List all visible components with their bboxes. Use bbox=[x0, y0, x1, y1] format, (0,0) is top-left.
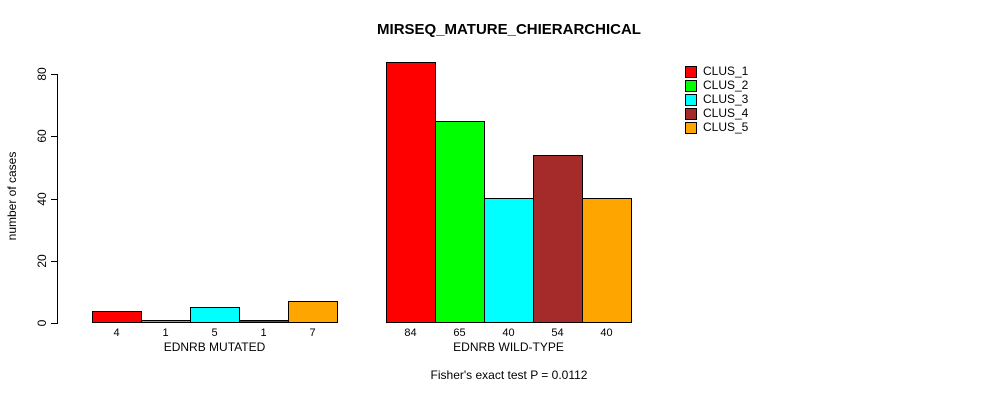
legend-swatch bbox=[685, 79, 697, 92]
legend-swatch bbox=[685, 107, 697, 120]
legend-swatch bbox=[685, 65, 697, 78]
legend-label: CLUS_5 bbox=[703, 120, 749, 134]
group-label: EDNRB WILD-TYPE bbox=[453, 340, 564, 354]
legend-item: CLUS_1 bbox=[685, 65, 748, 78]
bar-value-label: 4 bbox=[113, 327, 120, 339]
bar-value-label: 5 bbox=[211, 327, 218, 339]
legend-item: CLUS_3 bbox=[685, 93, 748, 106]
bar bbox=[484, 198, 534, 323]
y-axis-tick-label: 80 bbox=[35, 67, 49, 81]
y-axis-tick bbox=[51, 260, 57, 262]
chart-title: MIRSEQ_MATURE_CHIERARCHICAL bbox=[377, 21, 641, 38]
group-label: EDNRB MUTATED bbox=[163, 340, 266, 354]
legend-swatch bbox=[685, 93, 697, 106]
legend-label: CLUS_3 bbox=[703, 92, 749, 106]
y-axis-tick-label: 40 bbox=[35, 191, 49, 206]
bar bbox=[288, 301, 338, 323]
bar bbox=[239, 320, 289, 323]
y-axis-tick bbox=[51, 323, 57, 324]
bar bbox=[190, 307, 240, 323]
y-axis-tick bbox=[51, 136, 57, 138]
bar-value-label: 65 bbox=[453, 327, 466, 339]
bar-value-label: 40 bbox=[502, 327, 515, 339]
bar-value-label: 1 bbox=[162, 327, 169, 339]
bar-value-label: 7 bbox=[309, 327, 316, 339]
legend-label: CLUS_1 bbox=[703, 64, 749, 78]
bar bbox=[141, 320, 191, 323]
legend-swatch bbox=[685, 121, 697, 134]
bar bbox=[582, 198, 632, 323]
y-axis-tick-label: 20 bbox=[35, 254, 49, 268]
legend-item: CLUS_2 bbox=[685, 79, 748, 92]
legend-label: CLUS_4 bbox=[703, 106, 749, 120]
y-axis-tick-label: 60 bbox=[35, 129, 49, 143]
bar bbox=[533, 155, 583, 323]
bar bbox=[92, 311, 142, 323]
y-axis-tick-label: 0 bbox=[35, 319, 49, 327]
bar-value-label: 40 bbox=[600, 327, 613, 339]
legend-label: CLUS_2 bbox=[703, 78, 749, 92]
legend-item: CLUS_4 bbox=[685, 107, 748, 120]
bar-value-label: 54 bbox=[551, 327, 564, 339]
legend: CLUS_1 CLUS_2 CLUS_3 CLUS_4 CLUS_5 bbox=[685, 65, 748, 135]
y-axis-tick bbox=[51, 74, 57, 75]
y-axis-tick bbox=[51, 198, 57, 200]
legend-item: CLUS_5 bbox=[685, 121, 748, 134]
y-axis-title: number of cases bbox=[5, 151, 19, 241]
bar bbox=[386, 62, 436, 323]
annotation-text: Fisher's exact test P = 0.0112 bbox=[430, 368, 588, 382]
bar bbox=[435, 121, 485, 323]
bar-value-label: 84 bbox=[404, 327, 417, 339]
bar-value-label: 1 bbox=[260, 327, 267, 339]
y-axis-line bbox=[57, 74, 58, 324]
